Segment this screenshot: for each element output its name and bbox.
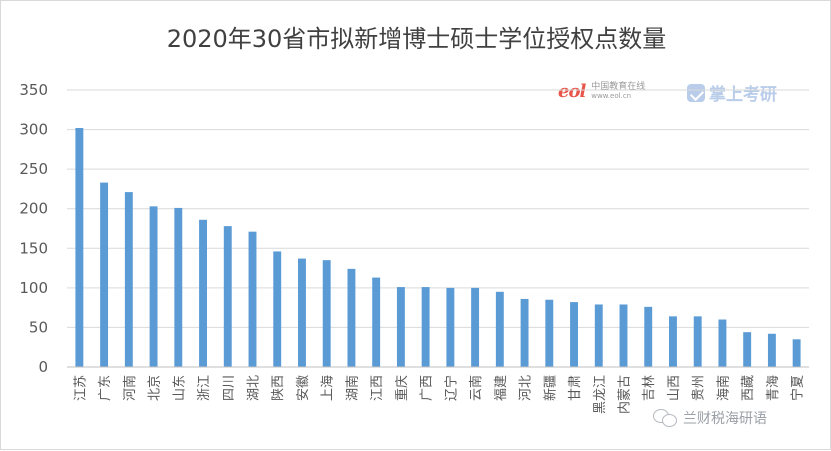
bar-6 (223, 226, 232, 367)
y-tick-label: 100 (19, 279, 48, 297)
bar-15 (446, 287, 455, 367)
bar-4 (174, 207, 183, 367)
bar-11 (347, 268, 356, 367)
bar-24 (669, 316, 677, 367)
x-tick-label: 内蒙古 (617, 375, 633, 414)
x-axis-ticks: 江苏 广东 河南 北京 山东 浙江 四川 湖北 陕西 安徽 上海 湖南 江西 重庆 广西 辽宁 云南 福建 河北 新疆… (72, 375, 805, 414)
watermark-text: 兰财税海研语 (683, 411, 767, 427)
x-tick-label: 西藏 (741, 375, 756, 401)
x-tick-label: 广东 (98, 375, 113, 401)
bar-18 (520, 298, 529, 367)
x-tick-label: 贵州 (692, 375, 707, 401)
bar-1 (100, 182, 109, 367)
y-tick-label: 250 (19, 160, 48, 178)
x-tick-label: 河北 (519, 375, 534, 401)
bar-28 (767, 333, 776, 367)
x-tick-label: 四川 (222, 375, 237, 401)
eol-logo-text: 中国教育在线 www.eol.cn (591, 82, 646, 100)
bar-25 (693, 316, 702, 367)
watermark: 兰财税海研语 (653, 408, 767, 428)
x-tick-label: 吉林 (642, 375, 657, 401)
x-tick-label: 新疆 (542, 375, 558, 401)
x-tick-label: 河南 (122, 375, 138, 401)
eol-logo-url: www.eol.cn (591, 91, 632, 100)
x-tick-label: 湖南 (344, 375, 360, 401)
x-tick-label: 湖北 (247, 375, 262, 401)
bar-16 (471, 287, 480, 367)
y-tick-label: 50 (29, 318, 48, 336)
y-tick-label: 150 (19, 239, 48, 257)
x-tick-label: 江西 (370, 375, 385, 401)
bar-23 (644, 306, 653, 367)
x-tick-label: 江苏 (72, 375, 88, 401)
wechat-icon (653, 408, 677, 428)
x-tick-label: 安徽 (296, 375, 311, 401)
bar-13 (396, 287, 405, 367)
x-tick-label: 辽宁 (443, 375, 459, 401)
chart-title: 2020年30省市拟新增博士硕士学位授权点数量 (166, 25, 667, 53)
bars (75, 127, 801, 367)
bar-12 (372, 277, 381, 367)
x-tick-label: 山东 (172, 375, 187, 401)
bar-8 (273, 251, 282, 367)
x-tick-label: 广西 (420, 375, 435, 401)
y-tick-label: 200 (19, 200, 48, 218)
x-tick-label: 浙江 (197, 375, 212, 401)
bar-3 (149, 206, 158, 367)
x-tick-label: 陕西 (271, 375, 286, 401)
bar-10 (322, 260, 331, 367)
x-tick-label: 甘肃 (568, 375, 583, 401)
bar-29 (792, 339, 801, 367)
eol-logo-name: 中国教育在线 (591, 82, 646, 93)
bar-27 (743, 332, 752, 367)
x-tick-label: 上海 (321, 375, 336, 401)
x-tick-label: 北京 (148, 375, 163, 401)
x-tick-label: 青海 (766, 375, 781, 401)
x-tick-label: 海南 (715, 375, 731, 401)
bar-19 (545, 299, 554, 367)
y-tick-label: 300 (19, 121, 48, 139)
x-tick-label: 山西 (667, 375, 682, 401)
bar-21 (594, 304, 603, 367)
bar-7 (248, 231, 257, 367)
bar-17 (495, 291, 504, 367)
eol-logo: eol 中国教育在线 www.eol.cn (558, 81, 645, 102)
bar-20 (570, 302, 578, 367)
bar-2 (124, 192, 133, 367)
bar-26 (718, 319, 727, 367)
x-tick-label: 福建 (494, 375, 509, 401)
x-tick-label: 云南 (468, 375, 484, 401)
gridlines (67, 89, 809, 328)
bar-22 (619, 304, 628, 367)
bar-0 (75, 127, 84, 367)
bar-9 (298, 258, 306, 367)
y-tick-label: 350 (19, 81, 48, 99)
x-tick-label: 宁夏 (790, 375, 806, 401)
x-tick-label: 黑龙江 (593, 375, 608, 414)
bar-14 (421, 287, 430, 367)
y-tick-label: 0 (38, 358, 48, 376)
y-axis-ticks: 0 50 100 150 200 250 300 350 (19, 81, 48, 376)
zsky-logo-icon (687, 83, 705, 102)
bar-5 (199, 219, 207, 367)
eol-logo-mark: eol (558, 81, 586, 102)
x-tick-label: 重庆 (394, 375, 410, 401)
